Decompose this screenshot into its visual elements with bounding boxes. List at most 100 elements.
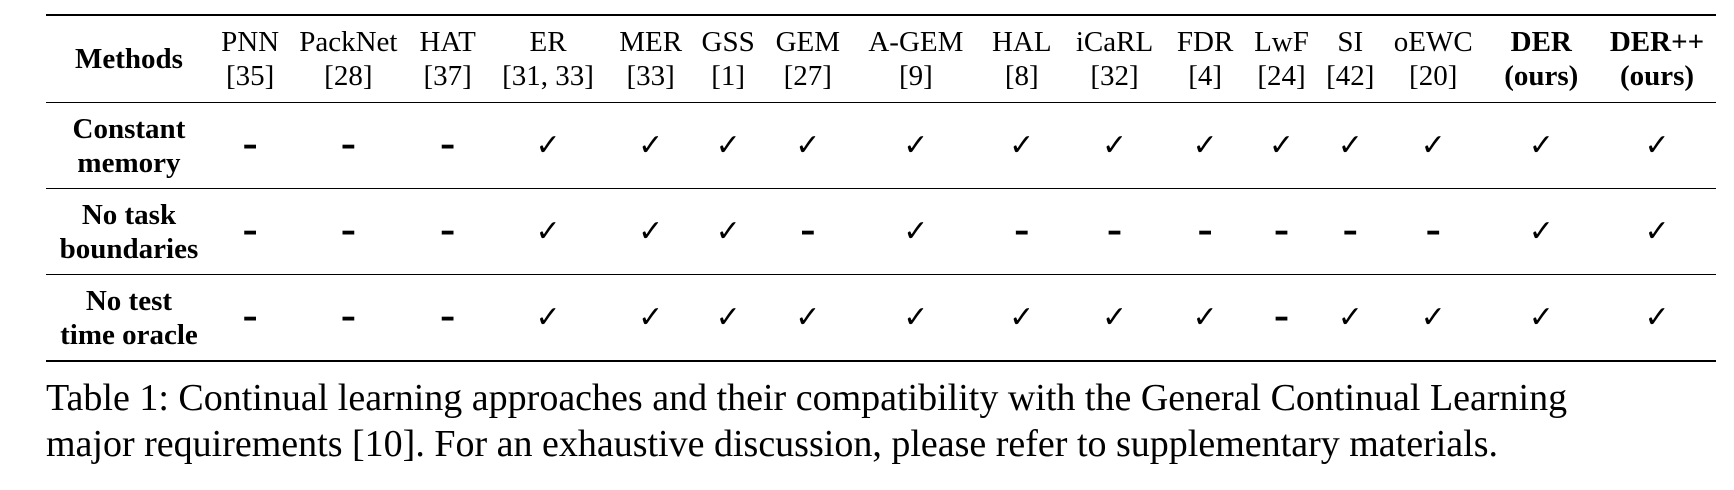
column-reference: [24]: [1257, 60, 1306, 92]
column-name: HAT: [419, 26, 476, 58]
column-reference: [8]: [1004, 60, 1039, 92]
column-reference: [4]: [1188, 60, 1223, 92]
table-cell: ✓: [535, 299, 561, 335]
column-reference: [33]: [626, 60, 675, 92]
table-cell: ✓: [795, 299, 821, 335]
column-name: SI: [1337, 26, 1364, 58]
table-cell: ✓: [1337, 299, 1363, 335]
table-cell: ✓: [1009, 127, 1035, 163]
row-label: Constant memory: [46, 103, 212, 189]
table-cell: ✓: [715, 213, 741, 249]
table-cell: –: [242, 299, 258, 335]
methods-header: Methods: [74, 43, 183, 75]
column-header: A-GEM [9]: [851, 15, 980, 103]
table-cell: ✓: [1420, 127, 1446, 163]
column-reference: [32]: [1090, 60, 1139, 92]
column-header: DER++ (ours): [1598, 15, 1716, 103]
table-cell: –: [1274, 299, 1289, 335]
column-reference: [27]: [783, 60, 832, 92]
table-caption: Table 1: Continual learning approaches a…: [46, 375, 1726, 467]
table-row: No test time oracle – – – ✓ ✓ ✓ ✓ ✓ ✓ ✓ ✓ – ✓ ✓ ✓ ✓: [46, 275, 1716, 362]
column-name: FDR: [1176, 26, 1234, 58]
column-header: iCaRL [32]: [1063, 15, 1166, 103]
column-header: ER [31, 33]: [487, 15, 609, 103]
table-cell: ✓: [715, 299, 741, 335]
column-reference: [28]: [324, 60, 373, 92]
table-cell: ✓: [1268, 127, 1295, 163]
table-cell: –: [340, 127, 356, 163]
column-header: LwF [24]: [1244, 15, 1318, 103]
column-name: PackNet: [299, 26, 398, 58]
column-name: oEWC: [1393, 26, 1473, 58]
table-cell: ✓: [1644, 127, 1670, 163]
table-cell: ✓: [1101, 127, 1128, 163]
table-cell: ✓: [1009, 299, 1035, 335]
column-header: GSS [1]: [692, 15, 764, 103]
column-name: DER: [1510, 26, 1572, 58]
column-reference: [9]: [898, 60, 933, 92]
row-label: No task boundaries: [46, 189, 212, 275]
row-label-line: memory: [77, 146, 181, 179]
table-cell: –: [242, 213, 258, 249]
column-header: oEWC [20]: [1382, 15, 1485, 103]
column-reference: [1]: [711, 60, 746, 92]
column-reference: [42]: [1326, 60, 1375, 92]
column-header: SI [42]: [1319, 15, 1382, 103]
column-header: PackNet [28]: [288, 15, 408, 103]
table-cell: ✓: [1192, 299, 1218, 335]
comparison-table: Methods PNN [35] PackNet [28] HAT [37] ER [31, …: [46, 14, 1716, 362]
table-header-row: Methods PNN [35] PackNet [28] HAT [37] ER [31, …: [46, 15, 1716, 103]
column-reference: (ours): [1504, 60, 1579, 92]
table-cell: –: [242, 127, 258, 163]
table-cell: –: [1107, 213, 1123, 249]
column-name: ER: [529, 26, 567, 58]
column-reference: [35]: [225, 60, 275, 92]
row-label-line: time oracle: [60, 318, 198, 351]
column-name: HAL: [991, 26, 1052, 58]
table-cell: ✓: [903, 299, 929, 335]
table-cell: ✓: [1528, 213, 1554, 249]
table-cell: ✓: [1101, 299, 1128, 335]
row-label-line: Constant: [72, 112, 186, 145]
table-body: Constant memory – – – ✓ ✓ ✓ ✓ ✓ ✓ ✓ ✓ ✓ ✓ ✓ ✓ ✓ No task bou…: [46, 103, 1716, 362]
table-cell: –: [440, 299, 456, 335]
column-name: LwF: [1254, 26, 1309, 58]
table-cell: –: [340, 213, 356, 249]
column-header: DER (ours): [1485, 15, 1599, 103]
column-name: GEM: [775, 26, 841, 58]
column-header: FDR [4]: [1166, 15, 1245, 103]
caption-line-2: major requirements [10]. For an exhausti…: [46, 423, 1498, 465]
column-reference: [37]: [423, 60, 472, 92]
column-header: HAL [8]: [980, 15, 1063, 103]
table-cell: ✓: [638, 127, 664, 163]
table-cell: ✓: [1644, 299, 1670, 335]
table-cell: ✓: [1420, 299, 1446, 335]
row-label-line: boundaries: [59, 232, 199, 265]
table-cell: ✓: [1337, 127, 1363, 163]
comparison-table-container: Methods PNN [35] PackNet [28] HAT [37] ER [31, …: [46, 14, 1716, 362]
row-label: No test time oracle: [46, 275, 212, 362]
table-cell: ✓: [535, 127, 561, 163]
column-name: iCaRL: [1075, 26, 1154, 58]
column-reference: [31, 33]: [502, 60, 594, 92]
column-name: MER: [619, 26, 683, 58]
table-cell: –: [1425, 213, 1441, 249]
column-reference: [20]: [1409, 60, 1458, 92]
table-cell: –: [1274, 213, 1289, 249]
column-name: PNN: [221, 26, 280, 58]
table-cell: –: [800, 213, 816, 249]
table-row: No task boundaries – – – ✓ ✓ ✓ – ✓ – – – – – – ✓ ✓: [46, 189, 1716, 275]
table-cell: –: [1342, 213, 1358, 249]
table-row: Constant memory – – – ✓ ✓ ✓ ✓ ✓ ✓ ✓ ✓ ✓ ✓ ✓ ✓ ✓: [46, 103, 1716, 189]
table-cell: ✓: [1528, 127, 1554, 163]
column-header: GEM [27]: [764, 15, 851, 103]
table-cell: –: [440, 127, 456, 163]
column-header: MER [33]: [609, 15, 692, 103]
table-cell: ✓: [903, 213, 929, 249]
column-name: GSS: [701, 26, 755, 58]
row-label-line: No task: [81, 198, 177, 231]
column-header: HAT [37]: [408, 15, 487, 103]
column-reference: (ours): [1619, 60, 1695, 92]
table-cell: –: [340, 299, 356, 335]
table-cell: ✓: [715, 127, 741, 163]
